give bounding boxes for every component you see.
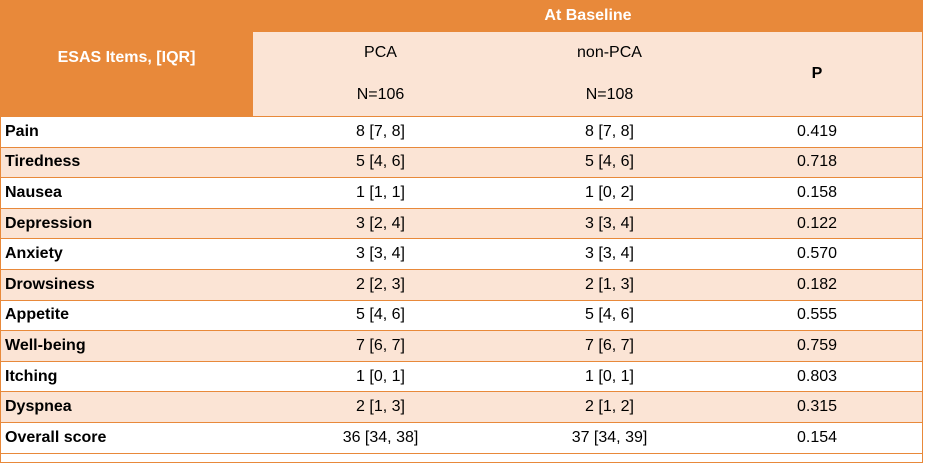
- row-pca-value: 1 [1, 1]: [253, 177, 508, 209]
- row-p-value: 0.182: [711, 268, 923, 301]
- header-pca-n: N=106: [253, 73, 508, 117]
- row-item-label: Anxiety: [0, 238, 253, 270]
- row-p-value: 0.803: [711, 360, 923, 392]
- header-at-baseline: At Baseline: [253, 0, 923, 32]
- row-pca-value: 36 [34, 38]: [253, 421, 508, 454]
- row-p-value: 0.570: [711, 238, 923, 270]
- row-item-label: Overall score: [0, 421, 253, 454]
- row-p-value: 0.154: [711, 421, 923, 454]
- row-p-value: 0.122: [711, 207, 923, 239]
- header-non-pca: non-PCA: [508, 32, 711, 73]
- row-non-pca-value: 1 [0, 2]: [508, 177, 711, 209]
- table-row: Appetite 5 [4, 6] 5 [4, 6] 0.555: [0, 299, 923, 331]
- header-p-value: P: [711, 32, 923, 117]
- row-non-pca-value: 37 [34, 39]: [508, 421, 711, 454]
- table-row: Itching 1 [0, 1] 1 [0, 1] 0.803: [0, 360, 923, 392]
- row-p-value: 0.555: [711, 299, 923, 331]
- header-esas-items: ESAS Items, [IQR]: [0, 0, 253, 117]
- row-pca-value: 5 [4, 6]: [253, 146, 508, 178]
- table-row: Drowsiness 2 [2, 3] 2 [1, 3] 0.182: [0, 268, 923, 301]
- row-pca-value: 2 [2, 3]: [253, 268, 508, 301]
- row-non-pca-value: 5 [4, 6]: [508, 299, 711, 331]
- header-pca: PCA: [253, 32, 508, 73]
- table-row: Well-being 7 [6, 7] 7 [6, 7] 0.759: [0, 330, 923, 362]
- table-row: Tiredness 5 [4, 6] 5 [4, 6] 0.718: [0, 146, 923, 178]
- row-item-label: Appetite: [0, 299, 253, 331]
- row-p-value: 0.315: [711, 391, 923, 423]
- row-non-pca-value: 8 [7, 8]: [508, 116, 711, 148]
- row-pca-value: 3 [2, 4]: [253, 207, 508, 239]
- table-row: Pain 8 [7, 8] 8 [7, 8] 0.419: [0, 116, 923, 148]
- row-non-pca-value: 3 [3, 4]: [508, 207, 711, 239]
- table-body: Pain 8 [7, 8] 8 [7, 8] 0.419 Tiredness 5 [4, …: [0, 116, 923, 454]
- table-row: Anxiety 3 [3, 4] 3 [3, 4] 0.570: [0, 238, 923, 270]
- row-non-pca-value: 1 [0, 1]: [508, 360, 711, 392]
- row-p-value: 0.759: [711, 330, 923, 362]
- row-non-pca-value: 5 [4, 6]: [508, 146, 711, 178]
- row-item-label: Tiredness: [0, 146, 253, 178]
- row-non-pca-value: 3 [3, 4]: [508, 238, 711, 270]
- row-item-label: Well-being: [0, 330, 253, 362]
- row-pca-value: 2 [1, 3]: [253, 391, 508, 423]
- row-item-label: Nausea: [0, 177, 253, 209]
- row-item-label: Depression: [0, 207, 253, 239]
- row-item-label: Drowsiness: [0, 268, 253, 301]
- row-item-label: Pain: [0, 116, 253, 148]
- row-pca-value: 1 [0, 1]: [253, 360, 508, 392]
- table-row: Nausea 1 [1, 1] 1 [0, 2] 0.158: [0, 177, 923, 209]
- row-item-label: Dyspnea: [0, 391, 253, 423]
- row-p-value: 0.419: [711, 116, 923, 148]
- header-non-pca-n: N=108: [508, 73, 711, 117]
- table-row: Depression 3 [2, 4] 3 [3, 4] 0.122: [0, 207, 923, 239]
- row-pca-value: 5 [4, 6]: [253, 299, 508, 331]
- row-p-value: 0.158: [711, 177, 923, 209]
- row-pca-value: 8 [7, 8]: [253, 116, 508, 148]
- row-non-pca-value: 2 [1, 3]: [508, 268, 711, 301]
- row-pca-value: 7 [6, 7]: [253, 330, 508, 362]
- row-pca-value: 3 [3, 4]: [253, 238, 508, 270]
- row-non-pca-value: 7 [6, 7]: [508, 330, 711, 362]
- table-row: Overall score 36 [34, 38] 37 [34, 39] 0.154: [0, 421, 923, 454]
- row-p-value: 0.718: [711, 146, 923, 178]
- esas-baseline-table: ESAS Items, [IQR] At Baseline PCA non-PC…: [0, 0, 923, 454]
- row-item-label: Itching: [0, 360, 253, 392]
- row-non-pca-value: 2 [1, 2]: [508, 391, 711, 423]
- table-row: Dyspnea 2 [1, 3] 2 [1, 2] 0.315: [0, 391, 923, 423]
